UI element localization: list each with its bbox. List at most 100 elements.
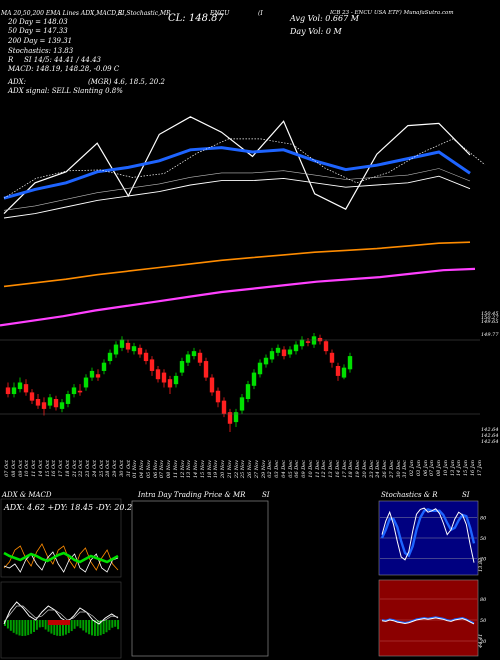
candle-body <box>35 399 41 406</box>
date-label: 16 Jan <box>469 460 476 477</box>
moving-average-layer <box>0 116 486 327</box>
date-label: 02 Jan <box>409 460 415 477</box>
candle-body <box>131 346 137 352</box>
macd-histogram-bar <box>59 620 62 636</box>
macd-histogram-bar <box>82 620 85 631</box>
candle-body <box>107 352 113 362</box>
candle-body <box>95 374 101 378</box>
date-label: 10 Oct <box>24 460 31 477</box>
candle-body <box>257 362 263 375</box>
candle-body <box>71 387 77 395</box>
price-label-bottom: 142.64 <box>481 427 499 433</box>
ma50-readout: 50 Day = 147.33 <box>8 27 68 35</box>
date-label: 23 Dec <box>368 460 375 478</box>
adx-signal: ADX signal: SELL Slanting 0.8% <box>8 87 123 95</box>
date-label: 08 Oct <box>10 460 17 477</box>
candle-body <box>239 397 245 411</box>
macd-signal-marker <box>48 620 70 625</box>
candle-body <box>335 366 341 376</box>
candle-body <box>17 382 23 390</box>
date-label: 22 Nov <box>233 460 240 479</box>
ma-line-price <box>3 116 471 215</box>
price-label-top: 149.65 <box>481 319 499 325</box>
adx-label: ADX: <box>8 78 27 86</box>
macd-histogram-bar <box>76 620 79 627</box>
date-label: 27 Dec <box>388 460 395 478</box>
date-label: 20 Nov <box>220 460 226 479</box>
candle-body <box>269 351 275 360</box>
date-label: 13 Dec <box>328 460 334 478</box>
date-label: 11 Dec <box>314 460 321 478</box>
date-label: 20 Dec <box>361 460 368 478</box>
rsi-axis-label: 20 <box>479 639 487 645</box>
date-label: 09 Dec <box>301 460 307 478</box>
stoch-signal-line <box>380 508 476 558</box>
date-label: 26 Dec <box>382 460 388 478</box>
macd-histogram-bar <box>64 620 67 635</box>
price-label-top: 150.45 <box>481 311 499 317</box>
date-label: 08 Jan <box>436 460 442 477</box>
macd-histogram-bar <box>70 620 73 632</box>
price-label-bottom: 142.64 <box>481 433 499 439</box>
date-label: 11 Nov <box>172 460 179 479</box>
date-label: 04 Dec <box>280 460 287 478</box>
macd-histogram-bar <box>111 620 114 628</box>
date-label: 22 Oct <box>78 460 85 477</box>
date-label: 21 Nov <box>226 460 233 479</box>
stoch-panel-title-right: SI <box>462 491 470 499</box>
date-label: 14 Nov <box>193 460 199 479</box>
date-label: 27 Nov <box>253 460 260 479</box>
rsi-readout: SI 14/5: 44.41 / 44.43 <box>24 56 101 64</box>
rsi-prefix: R <box>8 56 14 64</box>
date-label: 17 Dec <box>341 460 348 478</box>
candle-body <box>275 347 281 353</box>
date-label: 28 Oct <box>105 460 112 477</box>
rsi-last-value: 44.41 <box>478 634 484 649</box>
close-price: CL: 148.87 <box>168 13 224 24</box>
day-volume: Day Vol: 0 M <box>290 27 342 36</box>
ema-long-line <box>0 267 476 327</box>
rsi-signal-line <box>381 616 475 624</box>
date-label: 31 Dec <box>402 460 409 478</box>
date-label: 14 Jan <box>456 460 463 477</box>
date-label: 13 Nov <box>186 460 193 479</box>
candle-body <box>173 375 179 385</box>
adx-values: (MGR) 4.6, 18.5, 20.2 <box>88 78 165 86</box>
macd-histogram-bar <box>4 620 6 626</box>
macd-histogram-bar <box>44 620 47 630</box>
avg-volume: Avg Vol: 0.667 M <box>290 14 359 23</box>
intraday-panel-frame <box>131 500 269 657</box>
macd-histogram-bar <box>85 620 88 633</box>
candle-body <box>113 344 119 355</box>
price-label-top: 150.27 <box>481 315 499 321</box>
symbol-label: ENCU <box>210 10 230 17</box>
candle-body <box>11 387 17 395</box>
indicators-label: MA 20,50,200 EMA Lines ADX,MACD,R <box>1 10 123 17</box>
rsi-axis-label: 80 <box>480 597 487 603</box>
macd-histogram-bar <box>30 620 33 634</box>
macd-histogram-bar <box>33 620 35 632</box>
date-label: 16 Oct <box>51 460 58 477</box>
candle-body <box>59 402 65 409</box>
candle-body <box>311 336 317 345</box>
date-label: 13 Jan <box>449 460 456 477</box>
date-label: 24 Dec <box>375 460 382 478</box>
date-label: 06 Nov <box>152 460 159 479</box>
candle-body <box>137 347 143 355</box>
intraday-panel-title-right: SI <box>262 491 270 499</box>
candle-body <box>53 399 59 408</box>
macd-histogram-bar <box>53 620 56 635</box>
macd-histogram-bar <box>12 620 15 633</box>
date-label: 11 Oct <box>31 460 37 477</box>
price-signal-dotted <box>3 138 486 199</box>
candle-body <box>329 352 335 363</box>
date-label: 16 Dec <box>334 460 341 478</box>
date-label: 18 Nov <box>206 460 213 479</box>
date-label: 06 Jan <box>422 460 429 477</box>
candle-body <box>29 392 35 401</box>
candle-body <box>233 412 239 423</box>
macd-histogram-bar <box>117 620 120 630</box>
intraday-panel-title: Intra Day Trading Price & MR <box>138 491 246 499</box>
